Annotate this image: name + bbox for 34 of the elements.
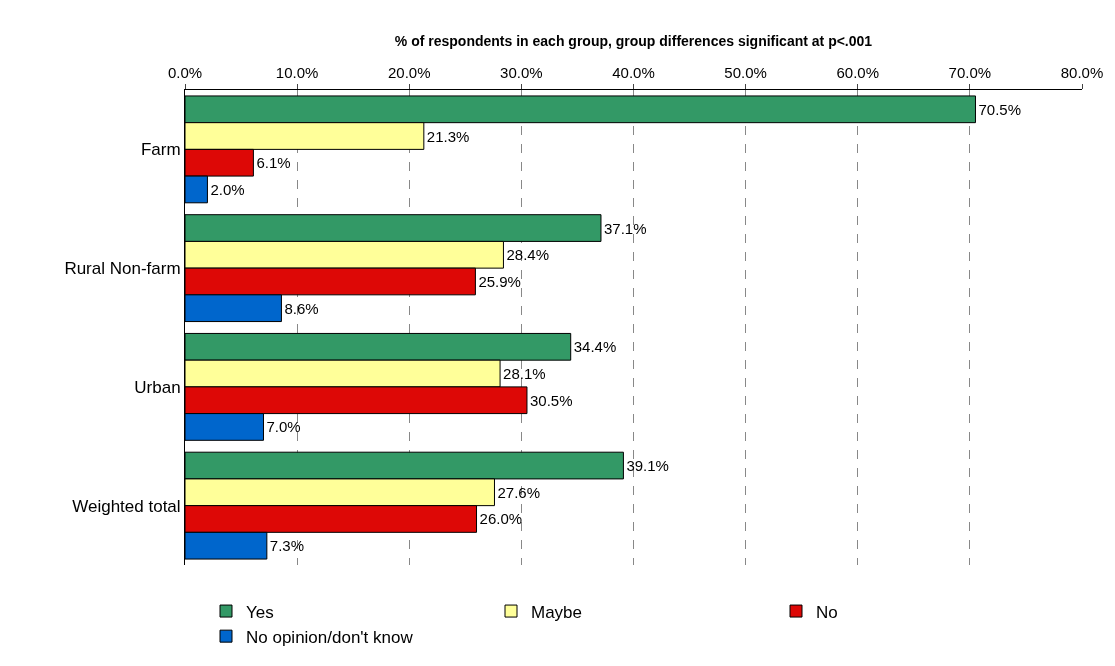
data-label: 7.0%: [266, 418, 301, 436]
legend-label: No opinion/don't know: [246, 627, 414, 647]
data-label: 28.4%: [506, 246, 549, 264]
data-label: 37.1%: [603, 219, 647, 237]
data-label: 39.1%: [626, 457, 669, 475]
x-tick-label: 10.0%: [275, 64, 319, 81]
x-tick-label: 80.0%: [1060, 64, 1104, 81]
x-axis-title: % of respondents in each group, group differences significant at p<.001: [394, 32, 873, 49]
data-label: 34.4%: [573, 338, 617, 356]
y-tick-label: Urban: [134, 377, 181, 397]
data-label: 2.0%: [210, 180, 245, 198]
data-label: 26.0%: [479, 510, 523, 528]
x-tick-label: 0.0%: [167, 64, 203, 81]
data-label: 70.5%: [978, 100, 1022, 118]
y-tick-label: Weighted total: [72, 496, 181, 516]
x-tick-label: 20.0%: [387, 64, 431, 81]
data-label: 28.1%: [503, 365, 546, 383]
y-tick-label: Farm: [140, 140, 181, 160]
data-label: 7.3%: [269, 537, 305, 555]
data-label: 6.1%: [256, 154, 291, 172]
data-label: 25.9%: [478, 272, 521, 290]
data-label: 30.5%: [529, 391, 573, 409]
x-tick-label: 30.0%: [500, 64, 543, 81]
legend-label: Yes: [246, 602, 274, 622]
y-tick-label: Rural Non-farm: [64, 259, 181, 279]
x-tick-label: 60.0%: [836, 64, 880, 81]
x-tick-label: 40.0%: [612, 64, 655, 81]
data-label: 21.3%: [426, 127, 470, 145]
data-label: 8.6%: [284, 299, 319, 317]
legend-label: No: [816, 602, 838, 622]
x-tick-label: 50.0%: [724, 64, 767, 81]
x-tick-label: 70.0%: [948, 64, 992, 81]
data-label: 27.6%: [497, 483, 541, 501]
legend-label: Maybe: [531, 602, 583, 622]
